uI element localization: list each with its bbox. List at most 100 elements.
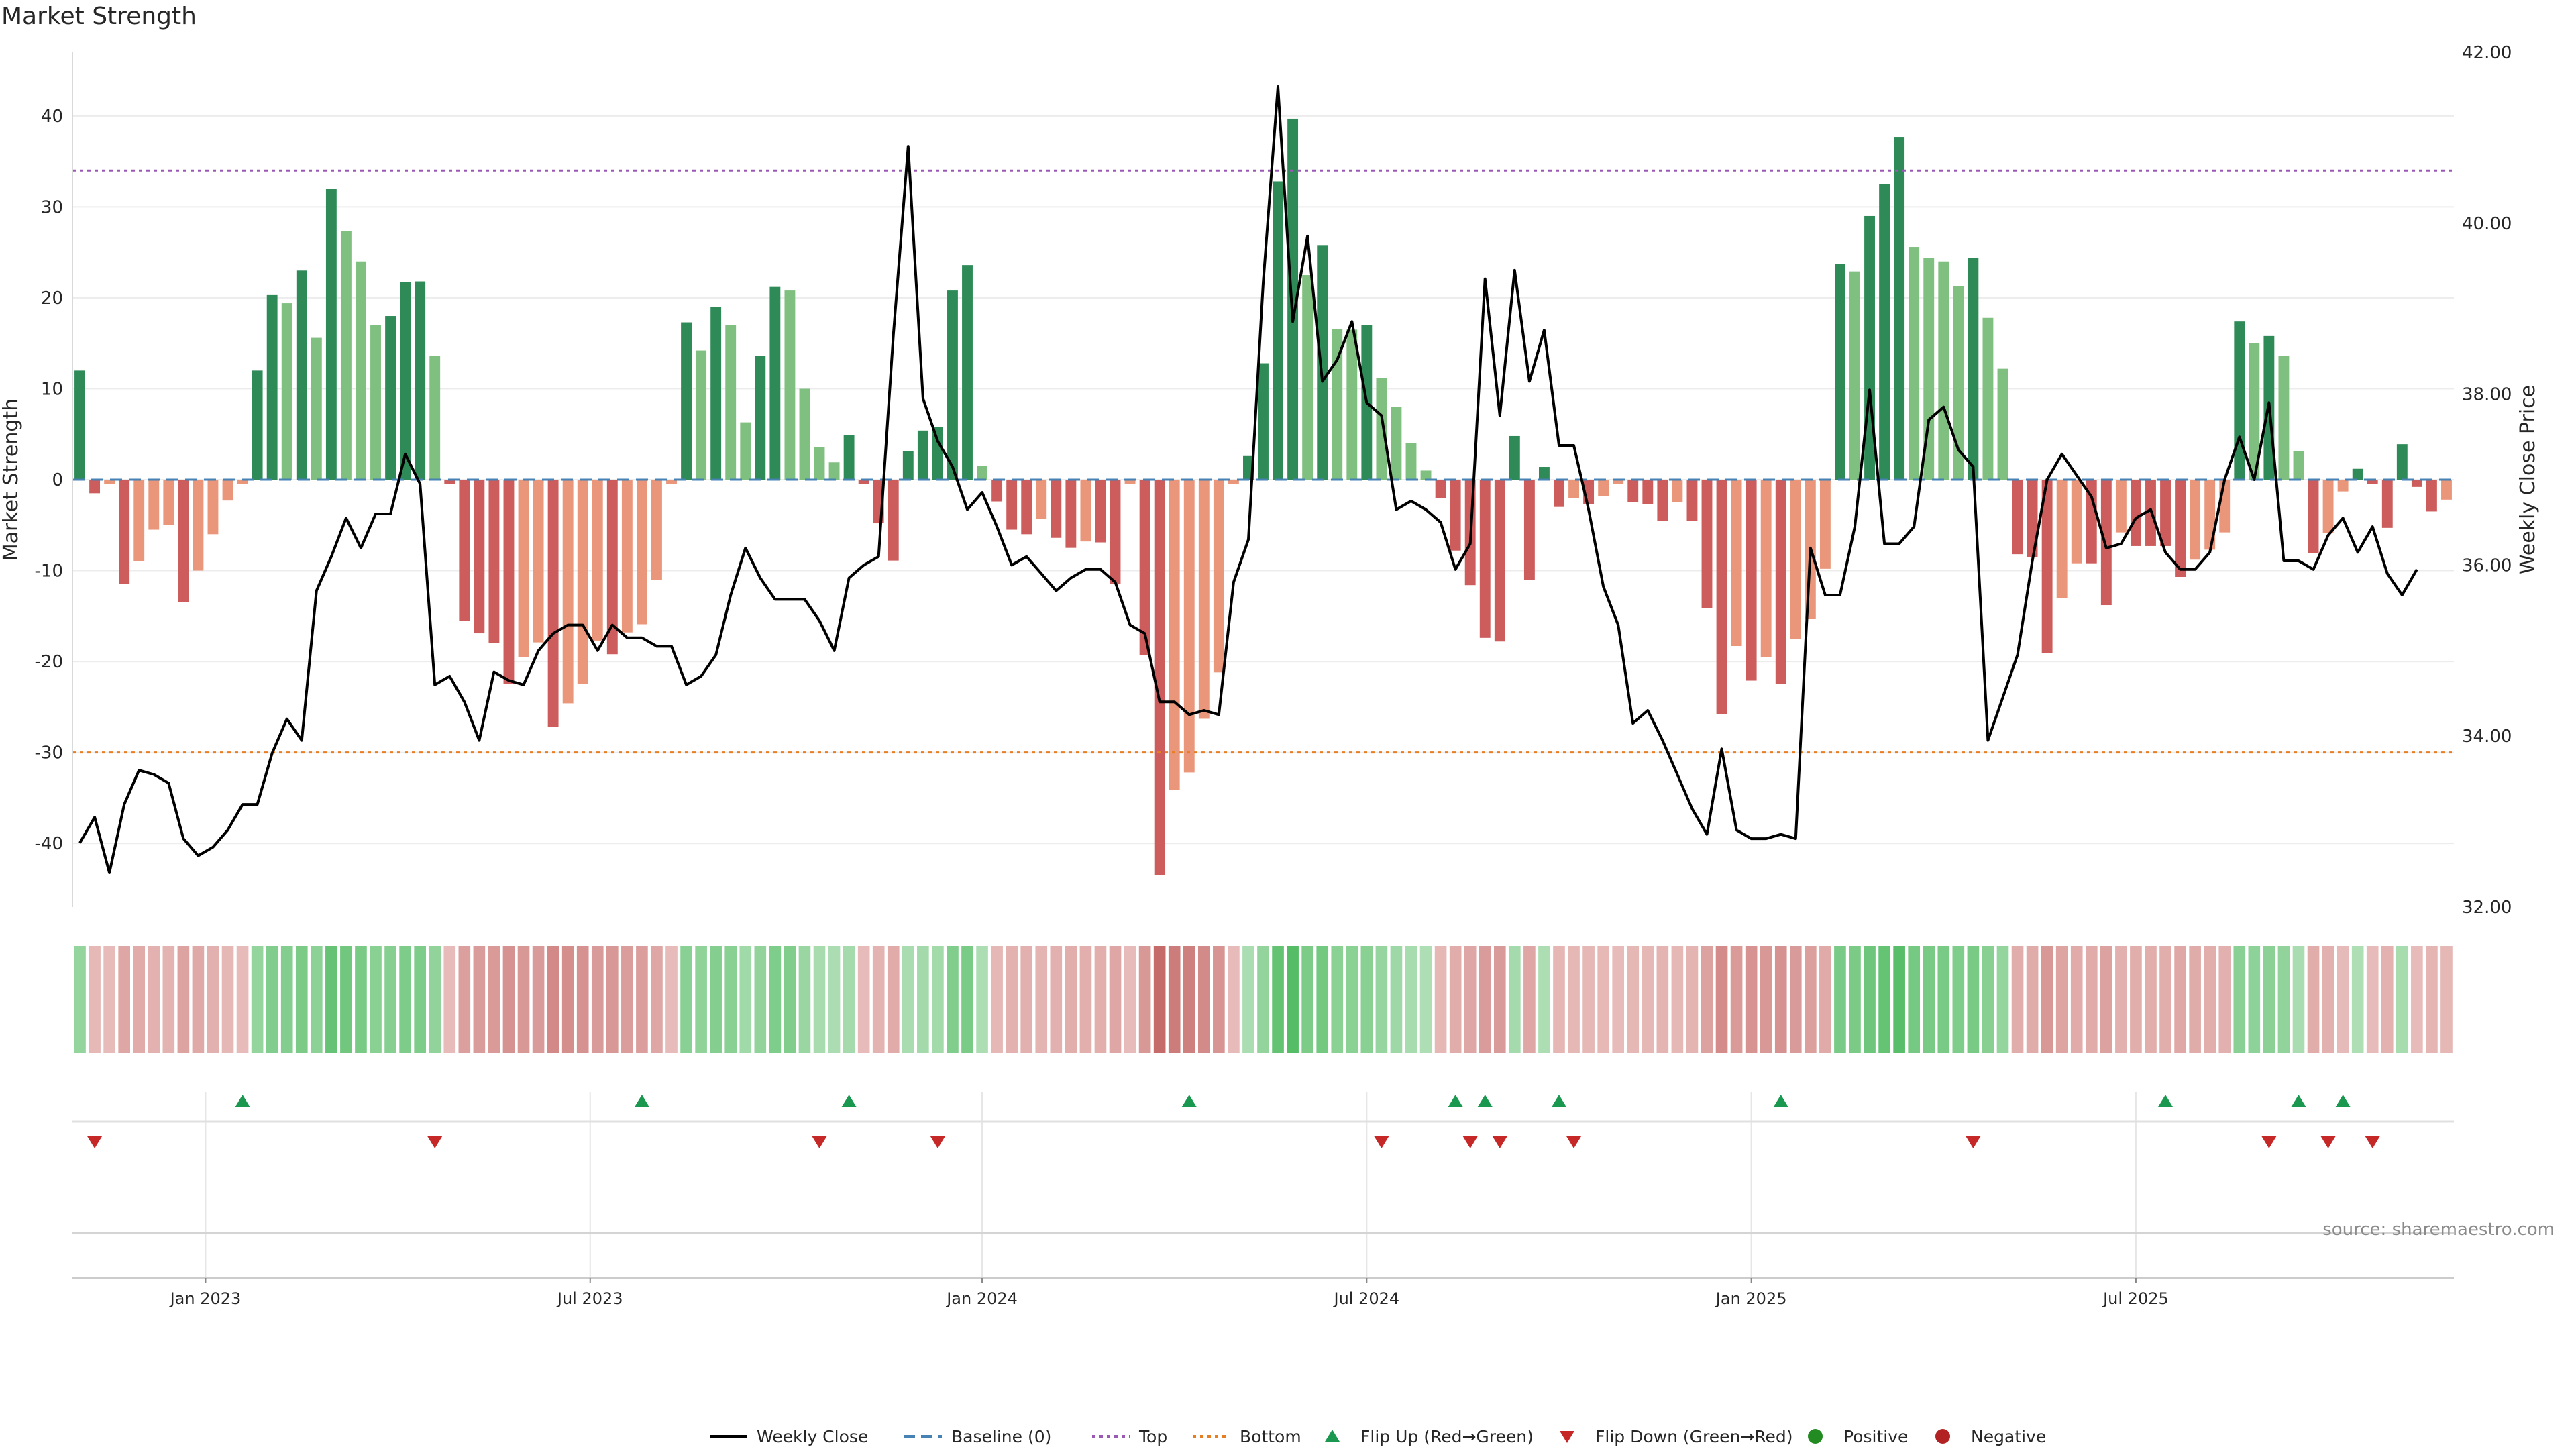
- strength-bar: [1997, 368, 2008, 480]
- strength-bar: [74, 370, 85, 480]
- strength-bar: [252, 370, 263, 480]
- strength-bar: [2367, 480, 2378, 484]
- strength-bar: [193, 480, 204, 571]
- heat-cell: [976, 946, 988, 1053]
- bars-group: [74, 118, 2452, 875]
- legend-label-weekly-close: Weekly Close: [757, 1427, 868, 1446]
- strength-bar: [266, 294, 278, 480]
- y-tick-label: -10: [35, 561, 63, 582]
- strength-bar: [1228, 480, 1239, 484]
- legend-label-flip-down: Flip Down (Green→Red): [1595, 1427, 1793, 1446]
- strength-bar: [2190, 480, 2201, 560]
- strength-bar: [1672, 480, 1683, 502]
- heat-cell: [1982, 946, 1994, 1053]
- strength-bar: [1051, 480, 1062, 538]
- heat-cell: [1390, 946, 1403, 1053]
- flip-down-marker: [1566, 1136, 1582, 1148]
- heat-cell: [1464, 946, 1477, 1053]
- flip-up-marker: [1181, 1095, 1197, 1107]
- flip-up-marker: [841, 1095, 857, 1107]
- strength-bar: [1376, 378, 1387, 480]
- strength-bar: [2115, 480, 2127, 533]
- strength-bar: [1657, 480, 1668, 521]
- strength-bar: [2175, 480, 2186, 578]
- strength-bar: [2071, 480, 2082, 564]
- heat-cell: [961, 946, 973, 1053]
- strength-bar: [902, 451, 914, 480]
- heat-cell: [2055, 946, 2068, 1053]
- heat-cell: [1331, 946, 1344, 1053]
- legend-swatch-positive: [1808, 1429, 1823, 1444]
- heat-cell: [769, 946, 782, 1053]
- y-tick-label: 40: [41, 107, 63, 127]
- heat-cell: [1094, 946, 1107, 1053]
- y-tick-label: 30: [41, 197, 63, 217]
- strength-bar: [296, 270, 307, 480]
- heat-cell: [177, 946, 190, 1053]
- strength-bar: [429, 356, 441, 480]
- heat-cell: [739, 946, 752, 1053]
- heat-cell: [2041, 946, 2053, 1053]
- strength-bar: [606, 480, 618, 655]
- strength-bar: [681, 322, 692, 480]
- strength-bar: [1731, 480, 1742, 647]
- heat-cell: [2366, 946, 2379, 1053]
- heat-cell: [1656, 946, 1669, 1053]
- strength-bar: [755, 356, 766, 480]
- heat-cell: [1346, 946, 1358, 1053]
- heat-cell: [857, 946, 870, 1053]
- heat-cell: [1937, 946, 1950, 1053]
- heat-cell: [1701, 946, 1713, 1053]
- heat-cell: [843, 946, 855, 1053]
- y-tick-label: 10: [41, 379, 63, 399]
- heat-cell: [2085, 946, 2098, 1053]
- heat-cell: [1908, 946, 1921, 1053]
- strength-bar: [962, 265, 973, 480]
- y-tick-label: 0: [52, 470, 63, 490]
- heat-cell: [1715, 946, 1728, 1053]
- heat-cell: [1419, 946, 1432, 1053]
- legend-swatch-negative: [1935, 1429, 1950, 1444]
- heat-cell: [695, 946, 707, 1053]
- heat-cell: [2337, 946, 2349, 1053]
- heat-cell: [1168, 946, 1181, 1053]
- flip-down-marker: [2365, 1136, 2380, 1148]
- heat-cell: [1213, 946, 1225, 1053]
- heat-cell: [1183, 946, 1195, 1053]
- x-tick-label: Jan 2024: [945, 1289, 1018, 1308]
- strength-bar: [740, 422, 751, 480]
- heat-cell: [1050, 946, 1063, 1053]
- y2-axis-title: Weekly Close Price: [2516, 385, 2540, 574]
- heat-cell: [1523, 946, 1536, 1053]
- y2-tick-label: 36.00: [2462, 555, 2512, 576]
- strength-bar: [1302, 275, 1313, 480]
- heat-cell: [103, 946, 115, 1053]
- heat-cell: [798, 946, 811, 1053]
- flip-down-marker: [812, 1136, 827, 1148]
- heat-cell: [1805, 946, 1817, 1053]
- weekly-close-line: [78, 85, 2418, 874]
- strength-bar: [1021, 480, 1032, 535]
- heat-cell: [1228, 946, 1240, 1053]
- strength-bar: [2352, 468, 2363, 480]
- heat-cell: [1745, 946, 1758, 1053]
- heat-cell: [1035, 946, 1048, 1053]
- heat-cell: [280, 946, 293, 1053]
- strength-bar: [1849, 271, 1860, 480]
- y2-tick-label: 32.00: [2462, 898, 2512, 918]
- strength-bar: [163, 480, 174, 525]
- strength-bar: [1819, 480, 1831, 569]
- y-tick-label: 20: [41, 288, 63, 309]
- strength-bar: [1332, 329, 1343, 480]
- legend-label-baseline: Baseline (0): [951, 1427, 1051, 1446]
- strength-bar: [1923, 258, 1935, 480]
- heat-cell: [887, 946, 900, 1053]
- heat-cell: [2396, 946, 2408, 1053]
- y2-tick-label: 38.00: [2462, 385, 2512, 405]
- flip-down-marker: [1374, 1136, 1389, 1148]
- strength-bar: [1420, 470, 1432, 480]
- heat-cell: [1612, 946, 1625, 1053]
- strength-bar: [2426, 480, 2437, 512]
- strength-bar: [1450, 480, 1461, 551]
- strength-bar: [651, 480, 662, 580]
